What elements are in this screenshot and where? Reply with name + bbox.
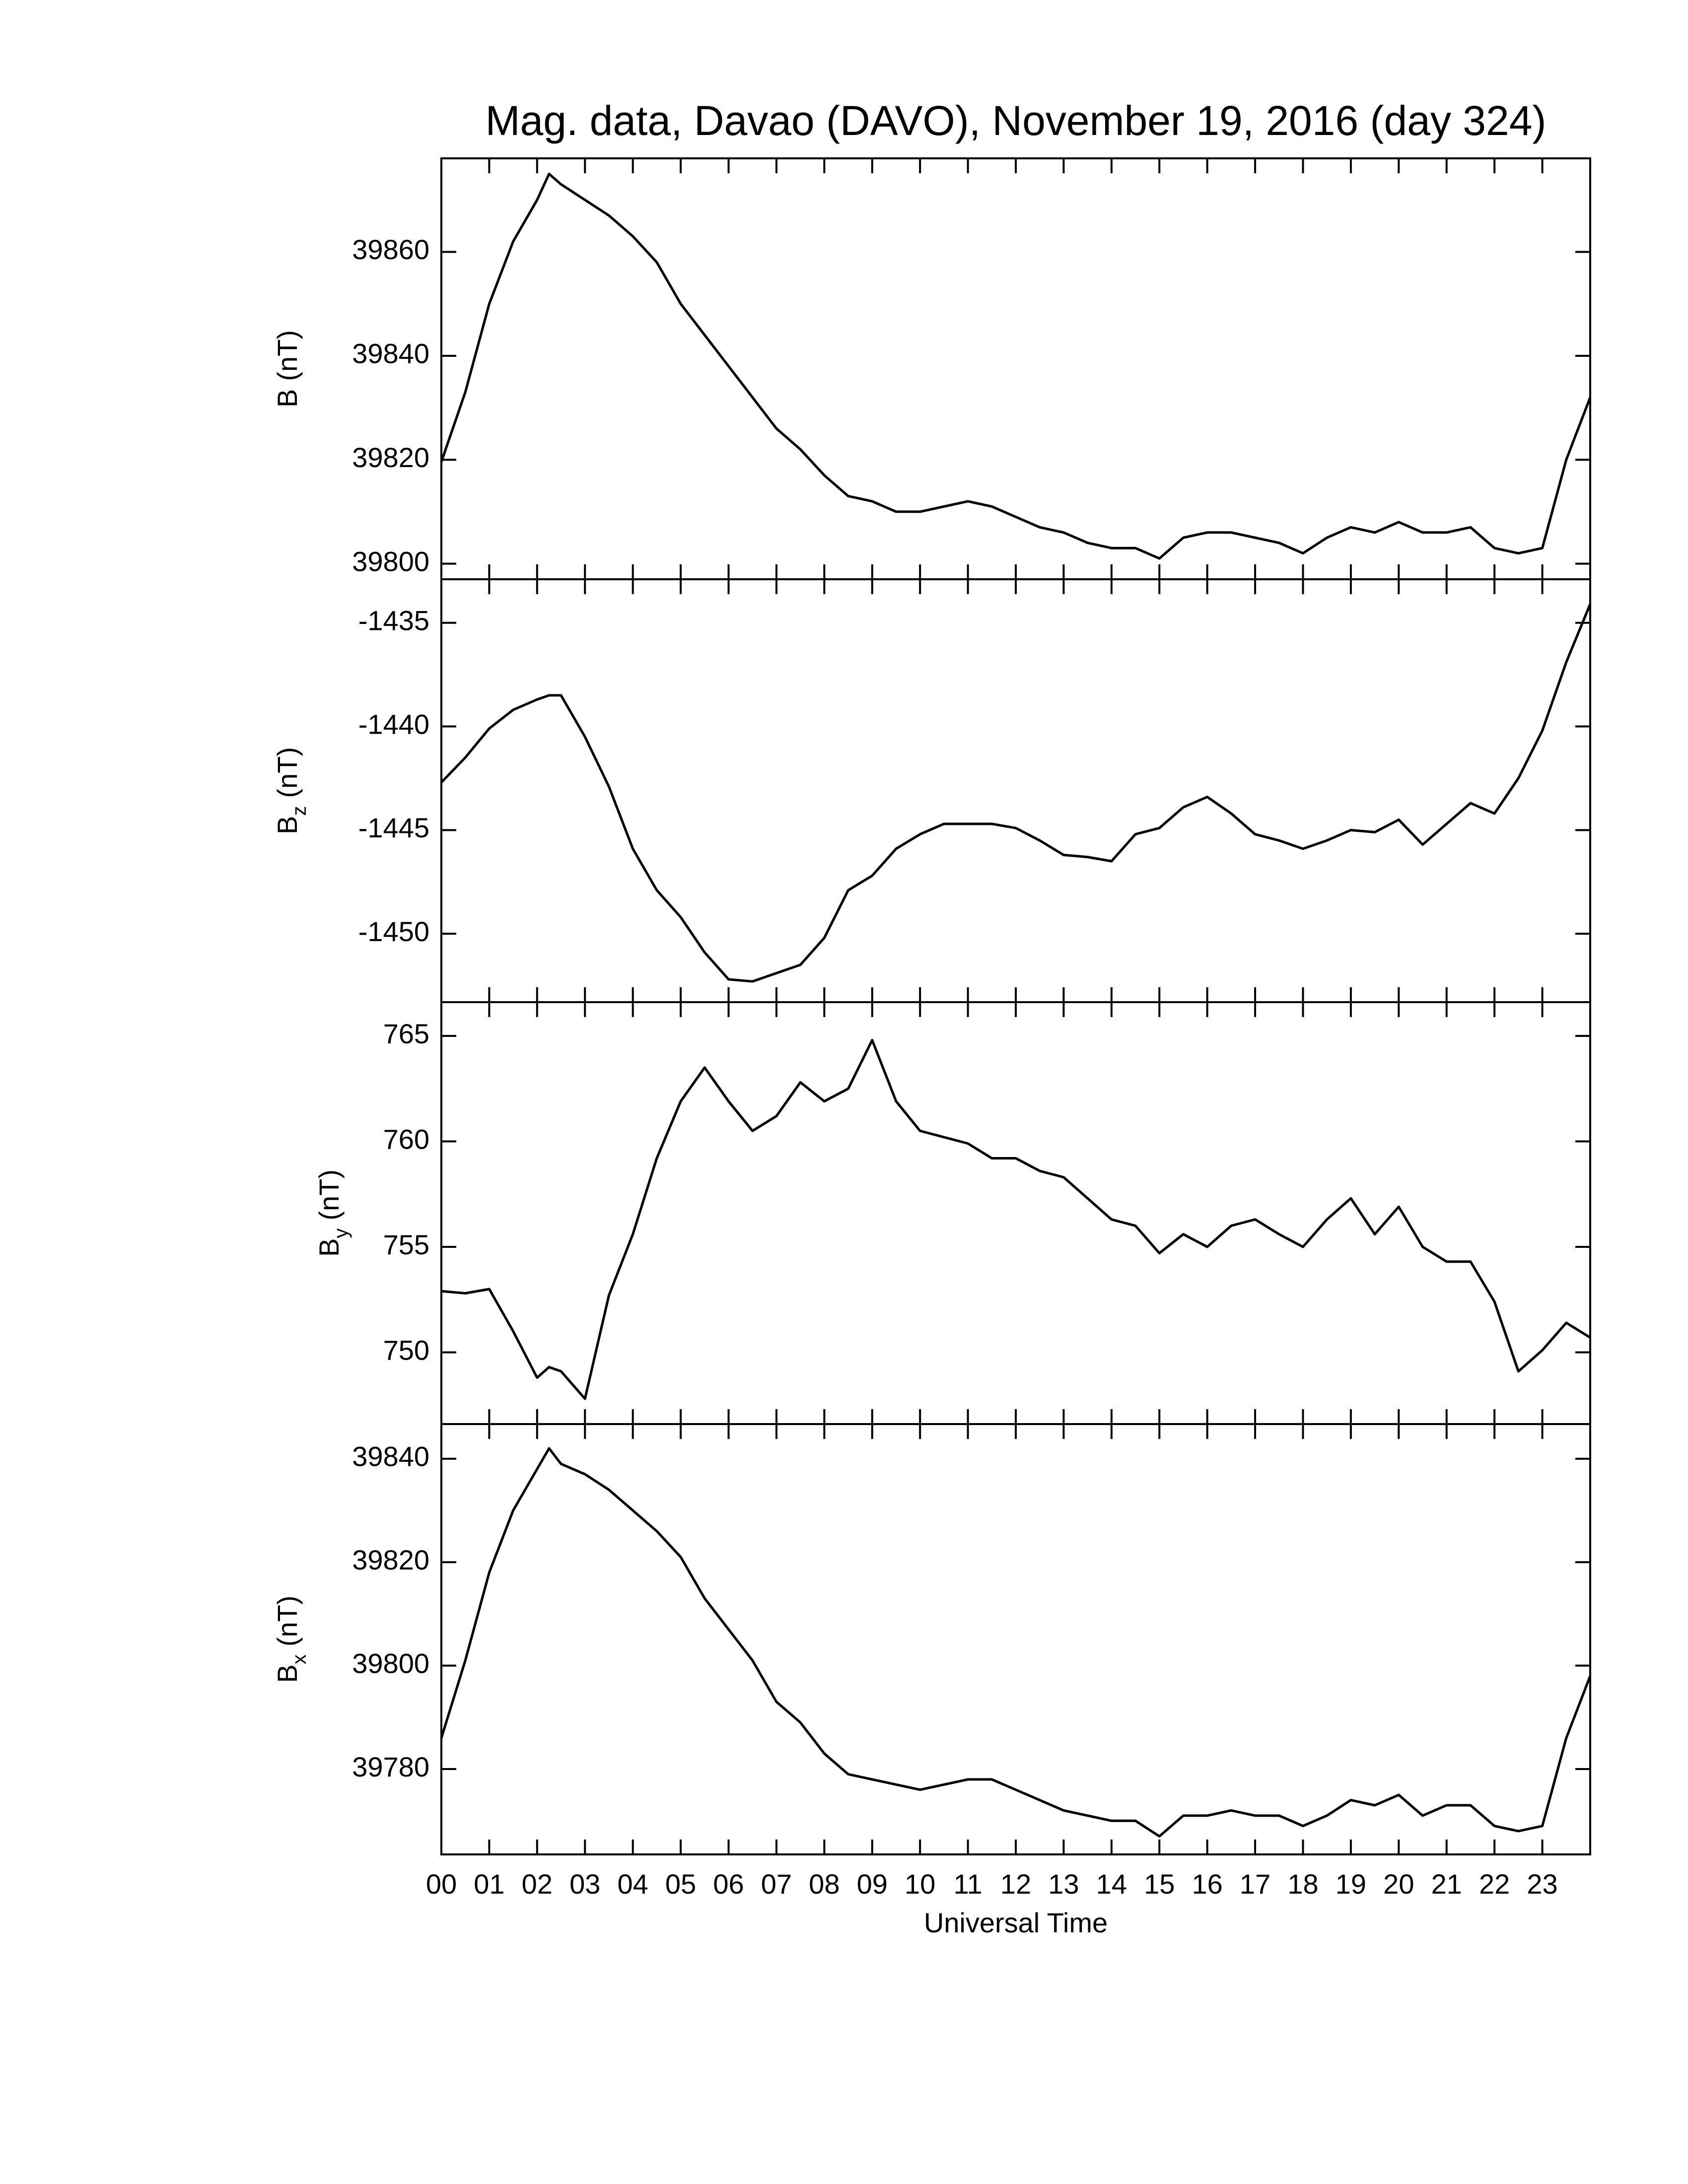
x-tick-label: 16 <box>1192 1868 1223 1900</box>
x-tick-label: 07 <box>761 1868 792 1900</box>
y-label-subscript: z <box>288 806 310 816</box>
y-tick-label: 750 <box>383 1334 429 1365</box>
x-tick-label: 01 <box>474 1868 504 1900</box>
y-tick-label: 755 <box>383 1229 429 1260</box>
x-tick-label: 10 <box>905 1868 935 1900</box>
x-tick-label: 03 <box>569 1868 600 1900</box>
y-tick-label: 39800 <box>352 546 429 577</box>
y-axis-label: Bx (nT) <box>272 1595 310 1683</box>
y-tick-label: 760 <box>383 1123 429 1155</box>
y-tick-label: 39840 <box>352 1441 429 1472</box>
y-label-symbol: B <box>272 389 303 408</box>
x-tick-label: 20 <box>1383 1868 1414 1900</box>
y-label-symbol: B <box>272 1664 303 1683</box>
y-axis-label: Bz (nT) <box>272 747 310 834</box>
y-label-symbol: B <box>272 816 303 834</box>
x-tick-label: 00 <box>426 1868 457 1900</box>
x-tick-label: 05 <box>665 1868 696 1900</box>
data-line <box>440 172 1592 560</box>
y-tick-label: 39860 <box>352 234 429 265</box>
x-tick-label: 21 <box>1431 1868 1462 1900</box>
y-tick-label: 39820 <box>352 1544 429 1575</box>
y-tick-label: 39820 <box>352 442 429 473</box>
y-tick-label: -1445 <box>358 812 429 843</box>
x-tick-label: 09 <box>857 1868 888 1900</box>
chart-title: Mag. data, Davao (DAVO), November 19, 20… <box>486 97 1547 144</box>
y-label-unit: (nT) <box>313 1169 345 1221</box>
y-label-subscript: x <box>288 1654 310 1664</box>
y-tick-label: -1435 <box>358 605 429 636</box>
y-axis-label: B (nT) <box>272 330 303 408</box>
x-tick-label: 06 <box>713 1868 744 1900</box>
y-tick-label: 39780 <box>352 1751 429 1782</box>
x-tick-label: 02 <box>522 1868 553 1900</box>
x-tick-label: 13 <box>1048 1868 1079 1900</box>
x-tick-label: 11 <box>954 1868 983 1900</box>
y-label-symbol: B <box>313 1238 345 1257</box>
y-tick-label: -1450 <box>358 916 429 947</box>
y-label-subscript: y <box>330 1228 352 1238</box>
x-tick-label: 08 <box>809 1868 840 1900</box>
x-tick-label: 04 <box>618 1868 648 1900</box>
data-line <box>440 604 1592 983</box>
x-tick-label: 14 <box>1096 1868 1127 1900</box>
y-label-unit: (nT) <box>272 747 303 798</box>
y-label-unit: (nT) <box>272 330 303 381</box>
x-tick-label: 15 <box>1144 1868 1175 1900</box>
y-axis-label: By (nT) <box>313 1169 352 1257</box>
x-tick-label: 22 <box>1479 1868 1510 1900</box>
y-tick-label: 765 <box>383 1018 429 1049</box>
y-tick-label: 39840 <box>352 338 429 369</box>
x-tick-label: 12 <box>1000 1868 1031 1900</box>
x-tick-label: 17 <box>1240 1868 1270 1900</box>
y-tick-label: 39800 <box>352 1647 429 1679</box>
x-tick-label: 18 <box>1287 1868 1318 1900</box>
y-label-unit: (nT) <box>272 1595 303 1646</box>
x-axis-label: Universal Time <box>924 1907 1108 1938</box>
x-tick-label: 19 <box>1336 1868 1366 1900</box>
data-line <box>440 1447 1592 1838</box>
x-tick-label: 23 <box>1527 1868 1557 1900</box>
y-tick-label: -1440 <box>358 708 429 740</box>
data-line <box>441 1039 1591 1400</box>
